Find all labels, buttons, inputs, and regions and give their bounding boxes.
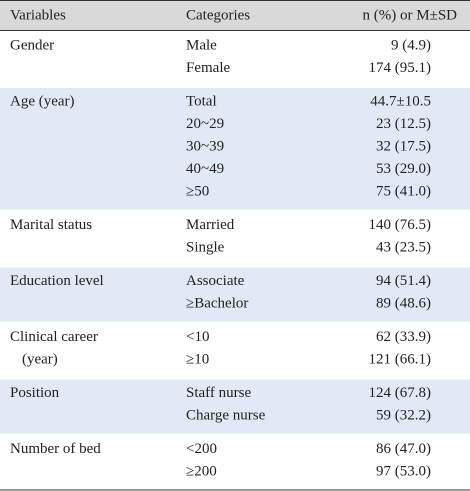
variable-label: Gender [10, 37, 54, 53]
value-cell: 9 (4.9) [391, 37, 431, 53]
variable-label: Position [10, 385, 60, 401]
variable-label: Education level [10, 273, 104, 289]
variable-label: (year) [22, 351, 58, 367]
value-cell: 32 (17.5) [376, 138, 431, 154]
group-bg [0, 379, 470, 434]
value-cell: 97 (53.0) [376, 463, 431, 479]
value-cell: 43 (23.5) [376, 239, 431, 255]
value-cell: 94 (51.4) [376, 273, 431, 289]
header-cell: Categories [186, 7, 250, 23]
value-cell: 23 (12.5) [376, 116, 431, 132]
category-label: <10 [186, 329, 209, 345]
value-cell: 75 (41.0) [376, 183, 431, 199]
category-label: ≥10 [186, 351, 209, 367]
value-cell: 124 (67.8) [369, 385, 432, 401]
category-label: Married [186, 217, 235, 233]
variable-label: Number of bed [10, 441, 101, 457]
category-label: Female [186, 60, 230, 76]
category-label: Associate [186, 273, 245, 289]
category-label: ≥50 [186, 183, 209, 199]
category-label: Charge nurse [186, 407, 266, 423]
category-label: Single [186, 239, 225, 255]
value-cell: 89 (48.6) [376, 295, 431, 311]
header-cell: n (%) or M±SD [363, 7, 458, 23]
value-cell: 174 (95.1) [369, 60, 432, 76]
category-label: 30~39 [186, 138, 224, 154]
header-bg [0, 0, 470, 30]
group-bg [0, 88, 470, 210]
variable-label: Marital status [10, 217, 92, 233]
variable-label: Clinical career [10, 329, 98, 345]
category-label: ≥200 [186, 463, 217, 479]
category-label: <200 [186, 441, 217, 457]
value-cell: 121 (66.1) [369, 351, 432, 367]
category-label: ≥Bachelor [186, 295, 248, 311]
value-cell: 62 (33.9) [376, 329, 431, 345]
category-label: Total [186, 93, 217, 109]
group-bg [0, 211, 470, 266]
header-cell: Variables [10, 7, 66, 23]
group-bg [0, 323, 470, 378]
category-label: Staff nurse [186, 385, 251, 401]
value-cell: 53 (29.0) [376, 161, 431, 177]
group-bg [0, 267, 470, 322]
value-cell: 59 (32.2) [376, 407, 431, 423]
category-label: Male [186, 37, 217, 53]
value-cell: 140 (76.5) [369, 217, 432, 233]
group-bg [0, 435, 470, 490]
category-label: 40~49 [186, 161, 224, 177]
value-cell: 86 (47.0) [376, 441, 431, 457]
category-label: 20~29 [186, 116, 224, 132]
value-cell: 44.7±10.5 [370, 93, 431, 109]
variable-label: Age (year) [10, 93, 75, 109]
group-bg [0, 32, 470, 86]
